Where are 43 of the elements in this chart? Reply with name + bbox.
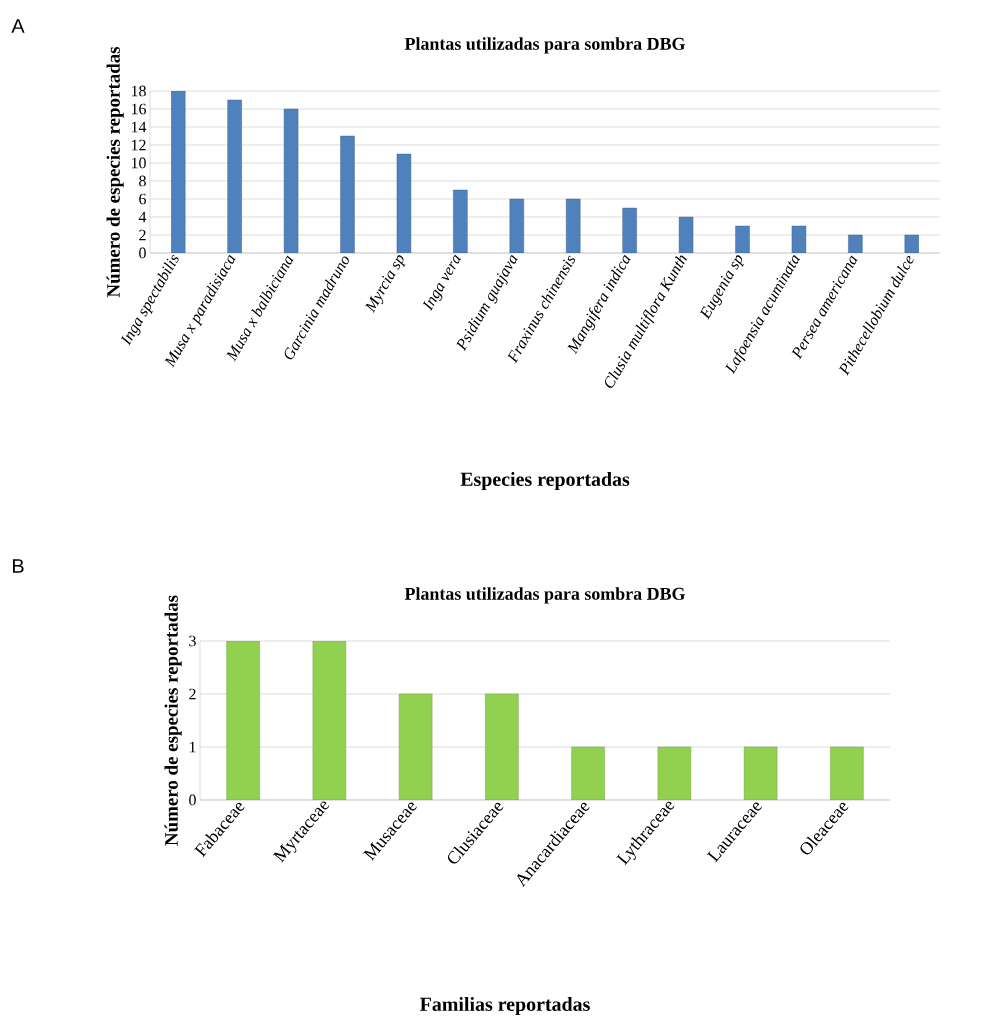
y-axis-title: Número de especies reportadas bbox=[106, 46, 124, 298]
bar bbox=[509, 198, 524, 253]
bar bbox=[398, 693, 433, 800]
text: A bbox=[11, 19, 25, 33]
x-axis-title: Especies reportadas bbox=[460, 471, 630, 491]
bar bbox=[571, 746, 605, 800]
bar bbox=[735, 225, 750, 253]
y-tick-label: 3 bbox=[189, 635, 196, 647]
bar bbox=[830, 746, 864, 800]
x-axis-title: Familias reportadas bbox=[420, 996, 590, 1016]
y-tick-label: 8 bbox=[139, 175, 146, 187]
bar bbox=[453, 189, 468, 253]
y-tick-label: 6 bbox=[139, 193, 147, 205]
bar bbox=[566, 198, 581, 253]
bar bbox=[904, 234, 919, 253]
y-tick-label: 16 bbox=[131, 103, 147, 115]
bar bbox=[743, 746, 778, 800]
y-tick-label: 14 bbox=[131, 121, 147, 133]
text: B bbox=[13, 559, 24, 573]
chart-title: Plantas utilizadas para sombra DBG bbox=[404, 37, 685, 54]
chart-title: Plantas utilizadas para sombra DBG bbox=[404, 587, 685, 604]
y-tick-label: 0 bbox=[189, 794, 196, 806]
bar bbox=[171, 90, 186, 253]
y-tick-label: 10 bbox=[131, 157, 146, 169]
bar bbox=[485, 693, 519, 800]
bar bbox=[657, 746, 692, 800]
y-tick-label: 1 bbox=[189, 741, 196, 753]
bar bbox=[848, 234, 863, 253]
y-tick-label: 18 bbox=[131, 85, 146, 97]
bar bbox=[227, 99, 242, 253]
bar bbox=[226, 640, 260, 800]
bar bbox=[678, 216, 694, 253]
bar bbox=[340, 135, 355, 253]
bar bbox=[283, 108, 299, 253]
bar bbox=[312, 640, 347, 800]
y-tick-label: 2 bbox=[189, 688, 196, 700]
bar bbox=[791, 225, 807, 253]
bar bbox=[622, 207, 637, 253]
y-tick-label: 2 bbox=[139, 229, 146, 241]
bar bbox=[396, 153, 412, 253]
y-tick-label: 4 bbox=[138, 211, 147, 223]
y-tick-label: 12 bbox=[131, 139, 146, 151]
y-axis-title: Número de especies reportadas bbox=[164, 595, 182, 846]
